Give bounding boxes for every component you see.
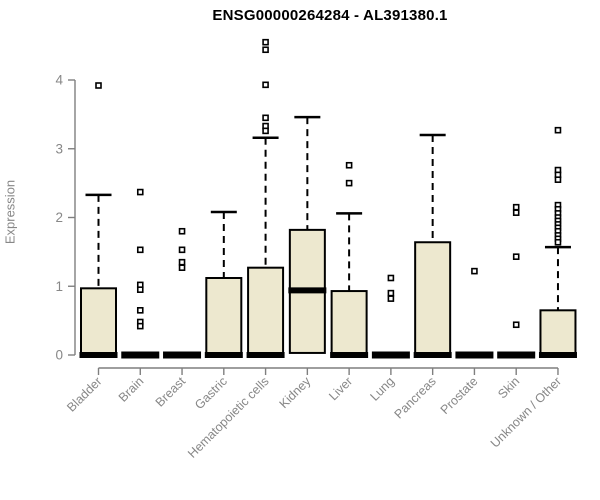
outlier-point <box>387 295 395 302</box>
outlier-point <box>554 238 562 246</box>
median-line <box>288 287 327 294</box>
box-rect <box>80 287 117 356</box>
outlier-point <box>554 176 562 183</box>
outlier-point <box>471 267 478 275</box>
outlier-point <box>178 264 186 271</box>
outlier-point <box>512 203 520 211</box>
outlier-point <box>512 209 520 216</box>
x-axis-label-gastric: Gastric <box>192 374 230 412</box>
median-line <box>163 351 202 359</box>
median-line <box>371 351 410 359</box>
x-axis-label-liver: Liver <box>326 374 355 403</box>
x-axis-label-prostate: Prostate <box>438 374 481 417</box>
x-axis-label-hematopoietic-cells: Hematopoietic cells <box>185 374 272 461</box>
box-unknown-other <box>538 126 577 358</box>
chart-title: ENSG00000264284 - AL391380.1 <box>212 7 448 24</box>
outlier-point <box>262 114 269 122</box>
outlier-point <box>387 289 395 297</box>
outlier-point <box>136 286 144 293</box>
median-line <box>79 352 118 358</box>
median-line <box>204 352 243 358</box>
outlier-point <box>95 82 102 89</box>
outlier-point <box>136 246 144 254</box>
outlier-point <box>136 307 144 314</box>
box-lung <box>371 274 410 359</box>
median-line <box>455 351 494 359</box>
box-bladder <box>79 82 118 358</box>
outlier-point <box>178 246 186 254</box>
box-hematopoietic-cells <box>246 38 285 358</box>
box-rect <box>539 309 577 356</box>
box-rect <box>330 290 368 356</box>
box-skin <box>497 203 536 359</box>
outlier-point <box>178 258 186 266</box>
x-axis-label-pancreas: Pancreas <box>392 374 439 421</box>
y-axis-tick-label: 1 <box>55 279 63 294</box>
outlier-point <box>512 321 520 329</box>
box-pancreas <box>413 133 452 358</box>
x-axis-label-bladder: Bladder <box>64 374 104 414</box>
x-axis-label-breast: Breast <box>153 374 189 410</box>
median-line <box>330 352 369 358</box>
x-axis-label-lung: Lung <box>367 374 397 404</box>
box-rect <box>205 277 243 356</box>
outlier-point <box>512 253 520 260</box>
outlier-point <box>136 188 144 196</box>
outlier-point <box>262 81 269 89</box>
outlier-point <box>554 126 562 134</box>
x-axis-label-skin: Skin <box>495 374 522 401</box>
box-gastric <box>204 210 243 358</box>
outlier-point <box>345 179 353 187</box>
box-prostate <box>455 267 494 359</box>
median-line <box>497 351 536 359</box>
y-axis-tick-label: 0 <box>55 348 63 363</box>
outlier-point <box>387 274 395 282</box>
x-axis-label-unknown-other: Unknown / Other <box>488 374 564 450</box>
median-line <box>246 352 285 358</box>
box-rect <box>247 266 285 356</box>
outlier-point <box>262 38 269 46</box>
median-line <box>413 352 452 358</box>
y-axis-tick-label: 4 <box>55 73 63 88</box>
x-axis-label-kidney: Kidney <box>277 374 314 411</box>
box-kidney <box>288 115 327 354</box>
y-axis-tick-label: 3 <box>55 141 63 156</box>
x-axis-label-brain: Brain <box>116 374 147 405</box>
outlier-point <box>262 46 269 54</box>
outlier-point <box>262 127 269 135</box>
box-liver <box>330 161 369 358</box>
box-rect <box>414 241 452 356</box>
median-line <box>538 352 577 358</box>
box-brain <box>121 188 160 359</box>
outlier-point <box>178 227 186 235</box>
outlier-point <box>136 322 144 330</box>
y-axis-tick-label: 2 <box>55 210 63 225</box>
box-breast <box>163 227 202 359</box>
median-line <box>121 351 160 359</box>
outlier-point <box>345 161 353 169</box>
